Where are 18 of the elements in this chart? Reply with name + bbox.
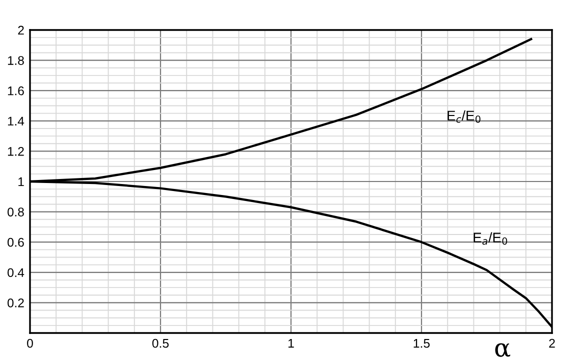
y-tick-label: 0.4 — [8, 268, 24, 278]
y-tick-label: 1.2 — [8, 147, 24, 156]
y-tick-label: 0.8 — [8, 208, 24, 216]
series-label: E$_{a}$/E$_{0}$ — [474, 232, 508, 245]
y-tick-label: 1.4 — [8, 116, 24, 126]
y-tick-label: 1.8 — [8, 56, 24, 65]
y-tick-label: 0.6 — [8, 238, 24, 247]
y-tick-label: 1 — [18, 177, 24, 186]
x-tick-label: 0 — [27, 338, 33, 348]
x-axis-title: α — [495, 343, 510, 357]
x-tick-label: 1 — [288, 339, 294, 348]
text: E$_{c}$/E$_{0}$ — [448, 110, 480, 123]
y-tick-label: 0.2 — [8, 298, 24, 308]
y-tick-label: 1.6 — [8, 86, 24, 96]
y-tick-label: 2 — [18, 26, 24, 35]
x-tick-label: 2 — [549, 338, 555, 348]
x-tick-label: 1.5 — [414, 339, 430, 348]
x-tick-label: 0.5 — [152, 338, 169, 348]
